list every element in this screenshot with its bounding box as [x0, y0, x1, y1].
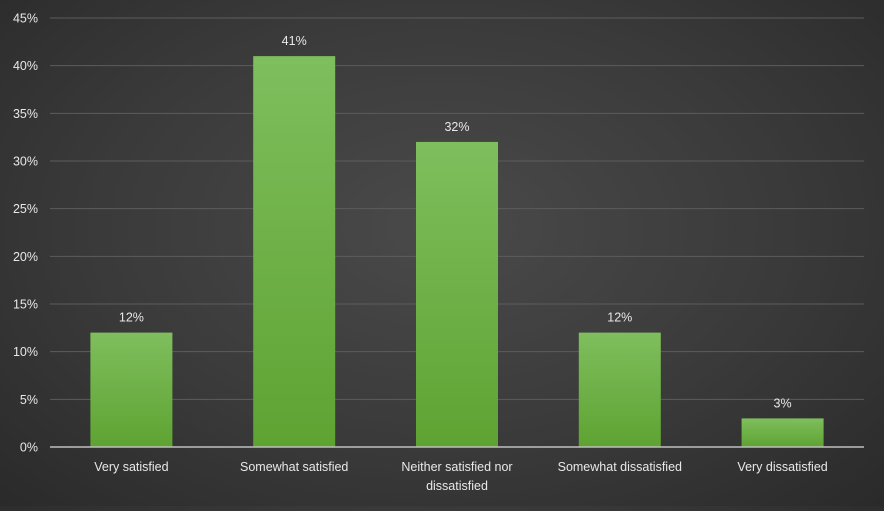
bar — [416, 141, 498, 447]
x-category-label: Very satisfied — [94, 460, 168, 474]
y-tick-label: 45% — [13, 12, 38, 26]
bar — [253, 56, 336, 448]
data-label: 3% — [774, 396, 792, 410]
y-tick-label: 30% — [13, 155, 38, 169]
bar — [741, 418, 824, 447]
y-tick-label: 10% — [13, 345, 38, 359]
y-tick-label: 15% — [13, 298, 38, 312]
x-category-label: Very dissatisfied — [737, 460, 827, 474]
y-tick-label: 0% — [20, 441, 38, 455]
data-label: 32% — [444, 120, 469, 134]
data-label: 41% — [282, 34, 307, 48]
bar — [578, 332, 661, 447]
x-category-label: Somewhat dissatisfied — [558, 460, 682, 474]
y-tick-label: 40% — [13, 59, 38, 73]
bar — [90, 332, 173, 447]
y-tick-label: 35% — [13, 107, 38, 121]
x-category-label: Somewhat satisfied — [240, 460, 348, 474]
data-labels: 12% 41% 32% 12% 3% — [119, 34, 792, 410]
y-tick-label: 20% — [13, 250, 38, 264]
data-label: 12% — [607, 311, 632, 325]
y-axis-tick-labels: 0% 5% 10% 15% 20% 25% 30% 35% 40% 45% — [13, 12, 38, 455]
x-category-label: Neither satisfied nor — [401, 460, 512, 474]
bars — [90, 56, 824, 448]
data-label: 12% — [119, 311, 144, 325]
x-axis-category-labels: Very satisfied Somewhat satisfied Neither … — [94, 460, 828, 493]
x-category-label: dissatisfied — [426, 479, 488, 493]
y-tick-label: 25% — [13, 202, 38, 216]
y-tick-label: 5% — [20, 393, 38, 407]
